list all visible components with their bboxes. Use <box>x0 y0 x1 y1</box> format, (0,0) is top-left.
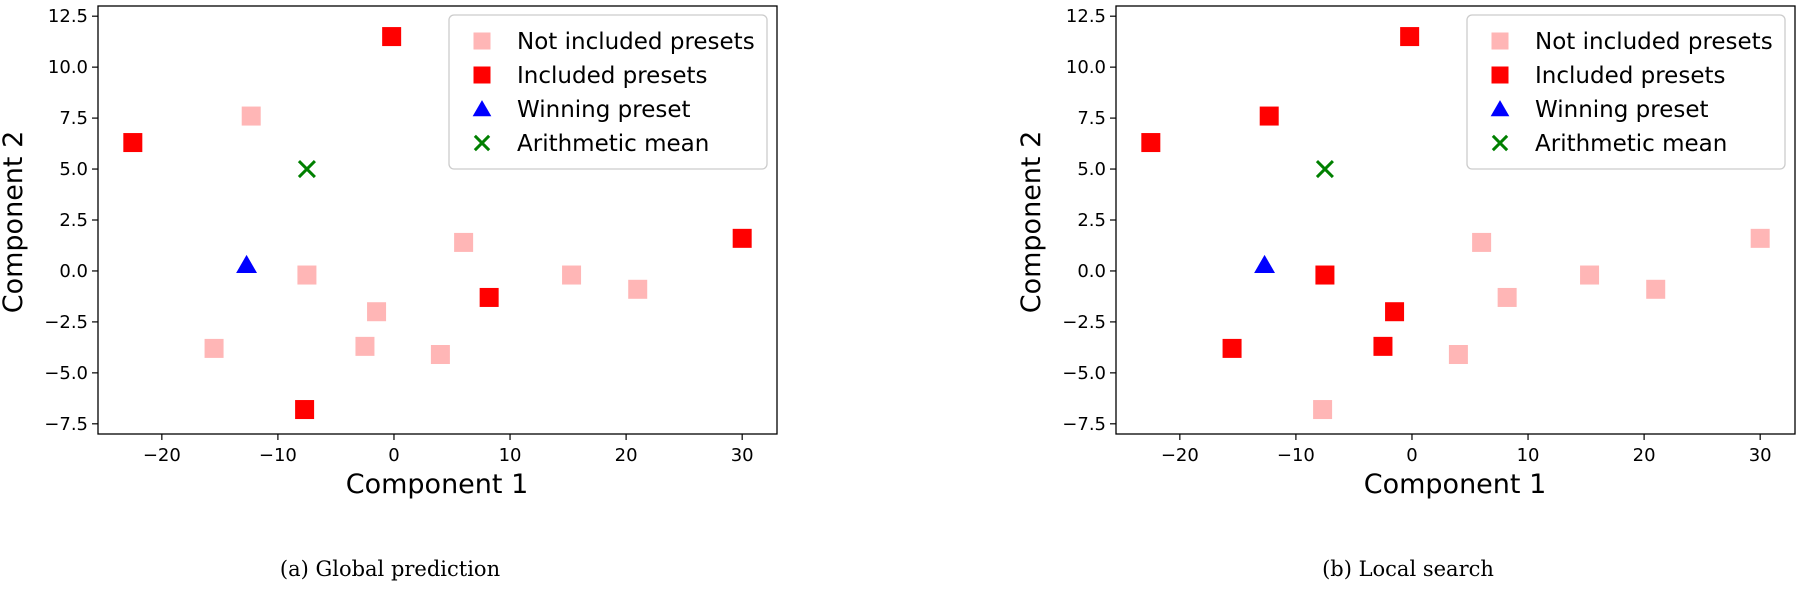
legend-label: Not included presets <box>1535 29 1773 55</box>
y-tick-label: 12.5 <box>1066 6 1106 27</box>
x-tick-label: −10 <box>259 445 297 466</box>
x-tick-label: 20 <box>615 445 638 466</box>
point-included-presets <box>479 287 499 307</box>
x-tick-label: −10 <box>1277 445 1315 466</box>
y-tick-label: 7.5 <box>1077 108 1106 129</box>
y-tick-label: 0.0 <box>59 261 88 282</box>
y-axis-label: Component 2 <box>0 131 29 314</box>
point-included-presets <box>295 400 315 420</box>
legend-marker <box>472 100 492 117</box>
point-winning-preset <box>236 254 258 273</box>
point-not-included-presets <box>628 279 648 299</box>
y-tick-label: −7.5 <box>44 414 88 435</box>
legend-label: Arithmetic mean <box>517 131 709 157</box>
point-not-included-presets <box>1472 232 1492 252</box>
x-tick-label: 30 <box>1749 445 1772 466</box>
point-not-included-presets <box>1646 279 1666 299</box>
y-tick-label: 7.5 <box>59 108 88 129</box>
legend-marker <box>473 32 491 50</box>
point-not-included-presets <box>204 338 224 358</box>
point-not-included-presets <box>430 345 450 365</box>
y-tick-label: 5.0 <box>59 159 88 180</box>
legend-label: Not included presets <box>517 29 755 55</box>
x-tick-label: 10 <box>499 445 522 466</box>
legend-label: Arithmetic mean <box>1535 131 1727 157</box>
point-included-presets <box>1222 338 1242 358</box>
point-included-presets <box>1385 302 1405 322</box>
legend-marker <box>1491 32 1509 50</box>
point-not-included-presets <box>1580 265 1600 285</box>
point-not-included-presets <box>1448 345 1468 365</box>
y-tick-label: 0.0 <box>1077 261 1106 282</box>
point-included-presets <box>382 27 402 47</box>
panel-global-prediction: Component 1 Component 2 (a) Global predi… <box>0 5 778 581</box>
legend-marker <box>473 66 491 84</box>
y-tick-label: −2.5 <box>44 312 88 333</box>
x-tick-label: 20 <box>1633 445 1656 466</box>
x-tick-label: 0 <box>1406 445 1417 466</box>
y-tick-label: −7.5 <box>1062 414 1106 435</box>
panel-local-search: Component 1 Component 2 (b) Local search… <box>1016 5 1796 581</box>
x-tick-label: −20 <box>143 445 181 466</box>
point-winning-preset <box>1254 254 1276 273</box>
point-not-included-presets <box>1313 400 1333 420</box>
legend-label: Included presets <box>1535 63 1725 89</box>
caption: (b) Local search <box>1322 557 1494 581</box>
x-axis-label: Component 1 <box>346 469 529 500</box>
x-tick-label: 30 <box>731 445 754 466</box>
y-axis-label: Component 2 <box>1016 131 1047 314</box>
legend-marker <box>1491 66 1509 84</box>
legend-box <box>448 14 768 170</box>
point-included-presets <box>1259 106 1279 126</box>
caption: (a) Global prediction <box>280 557 500 581</box>
point-included-presets <box>1315 265 1335 285</box>
y-tick-label: 10.0 <box>1066 57 1106 78</box>
y-tick-label: −2.5 <box>1062 312 1106 333</box>
legend-label: Winning preset <box>517 97 691 123</box>
point-included-presets <box>1400 27 1420 47</box>
legend-label: Winning preset <box>1535 97 1709 123</box>
point-not-included-presets <box>454 232 474 252</box>
point-not-included-presets <box>1750 228 1770 248</box>
legend-label: Included presets <box>517 63 707 89</box>
point-arithmetic-mean <box>1315 160 1334 179</box>
y-tick-label: 2.5 <box>1077 210 1106 231</box>
x-tick-label: 0 <box>388 445 399 466</box>
y-tick-label: −5.0 <box>44 363 88 384</box>
point-not-included-presets <box>367 302 387 322</box>
y-tick-label: 2.5 <box>59 210 88 231</box>
y-tick-label: 5.0 <box>1077 159 1106 180</box>
y-tick-label: −5.0 <box>1062 363 1106 384</box>
x-tick-label: −20 <box>1161 445 1199 466</box>
y-tick-label: 10.0 <box>48 57 88 78</box>
legend-marker <box>1491 134 1509 152</box>
x-axis-label: Component 1 <box>1364 469 1547 500</box>
legend-box <box>1466 14 1786 170</box>
point-not-included-presets <box>562 265 582 285</box>
legend-marker <box>473 134 491 152</box>
x-tick-label: 10 <box>1517 445 1540 466</box>
point-included-presets <box>123 133 143 153</box>
point-not-included-presets <box>241 106 261 126</box>
point-included-presets <box>732 228 752 248</box>
legend-marker <box>1490 100 1510 117</box>
y-tick-label: 12.5 <box>48 6 88 27</box>
point-arithmetic-mean <box>297 160 316 179</box>
point-included-presets <box>1373 336 1393 356</box>
point-not-included-presets <box>355 336 375 356</box>
point-not-included-presets <box>297 265 317 285</box>
point-included-presets <box>1141 133 1161 153</box>
point-not-included-presets <box>1497 287 1517 307</box>
